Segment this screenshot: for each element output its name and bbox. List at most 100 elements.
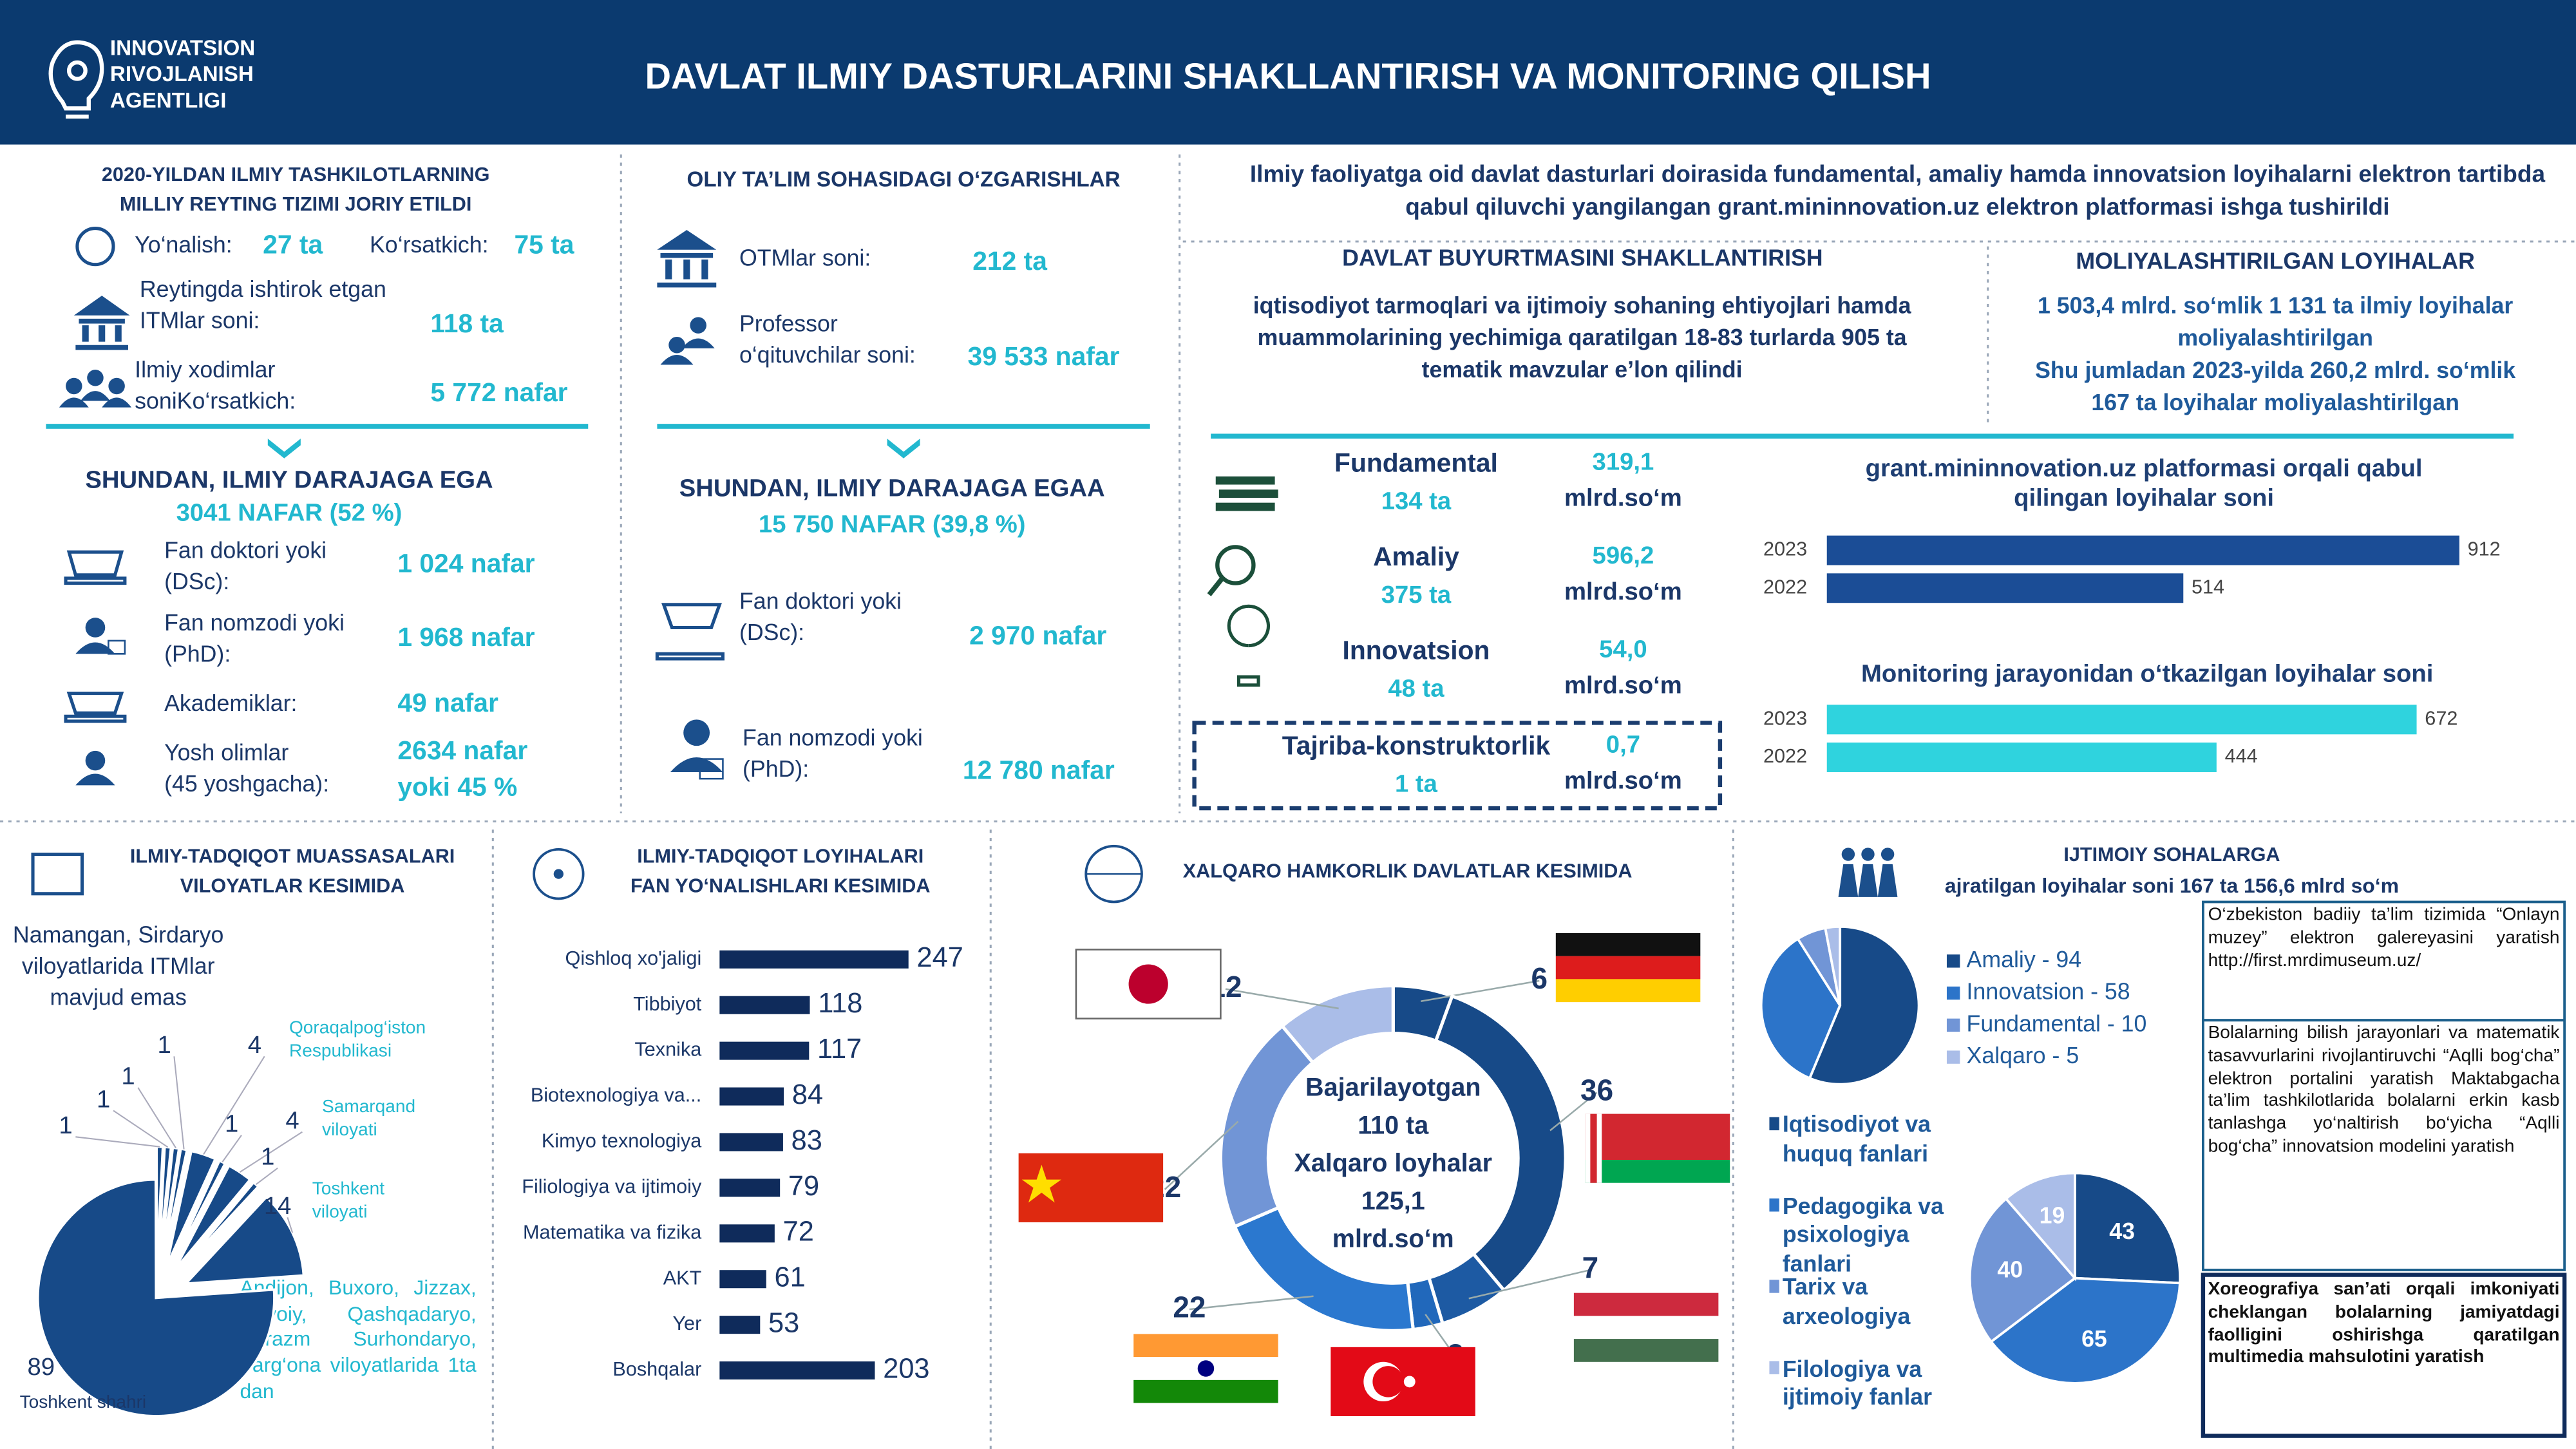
value-label: 7 — [1582, 1251, 1599, 1284]
logo-icon — [48, 40, 104, 119]
bar — [719, 1087, 784, 1106]
leader-line — [75, 1136, 160, 1148]
stat-label: Fan doktori yoki — [739, 589, 902, 614]
type-name: Innovatsion — [1343, 636, 1490, 665]
pie-slice — [1823, 925, 1842, 1006]
section-text: muammolarining yechimiga qaratilgan 18-8… — [1258, 325, 1908, 350]
center-label: mlrd.so‘m — [1332, 1224, 1454, 1253]
flag-part — [1573, 1316, 1719, 1340]
legend-label: Filologiya va ijtimoiy fanlar — [1782, 1354, 1933, 1410]
value-label: 53 — [768, 1308, 799, 1339]
chart-title: ILMIY-TADQIQOT LOYIHALARI — [637, 846, 923, 867]
type-amount: 319,1 — [1593, 448, 1654, 475]
category-label: Toshkent shahri — [19, 1393, 147, 1413]
social-note: Xoreografiya san’ati orqali imkoniyati c… — [2208, 1280, 2560, 1367]
flag-part — [1585, 1160, 1730, 1183]
header-bar — [0, 0, 2576, 145]
flag-part — [1590, 1113, 1597, 1183]
value-label: 72 — [783, 1217, 814, 1247]
section-title: DAVLAT BUYURTMASINI SHAKLLANTIRISH — [1342, 245, 1823, 270]
category-label: Samarqand viloyati — [322, 1097, 416, 1140]
stat-label: (PhD): — [164, 641, 231, 667]
social-note: Bolalarning bilish jarayonlari va matema… — [2208, 1023, 2560, 1156]
flag-part — [1585, 1113, 1730, 1160]
section-title: MOLIYALASHTIRILGAN LOYIHALAR — [2076, 249, 2475, 274]
logo-text: RIVOJLANISH — [110, 62, 254, 86]
flag-part — [1555, 933, 1701, 956]
legend-label: Pedagogika va psixologiya fanlari — [1782, 1191, 1944, 1271]
social-note: O‘zbekiston badiiy ta’lim tizimida “Onla… — [2208, 905, 2560, 971]
stat-value: 2634 nafar — [397, 735, 527, 765]
value-label: 1 — [121, 1063, 135, 1090]
leader-line — [137, 1087, 177, 1149]
bar — [1826, 743, 2217, 772]
pie-slice — [2004, 1171, 2076, 1282]
pie-slice — [173, 1164, 252, 1272]
legend-swatch — [1769, 1117, 1779, 1131]
section-subtitle: SHUNDAN, ILMIY DARAJAGA EGA — [85, 466, 493, 494]
value-label: 65 — [2081, 1326, 2107, 1352]
flag-part — [1555, 979, 1701, 1003]
stat-label: (PhD): — [743, 756, 809, 782]
bar — [1826, 535, 2459, 565]
stat-value: 27 ta — [263, 229, 323, 259]
chart-subtitle: ajratilgan loyihalar soni 167 ta 156,6 m… — [1945, 874, 2399, 897]
value-label: 1 — [157, 1031, 171, 1059]
flag-part — [1573, 1339, 1719, 1362]
logo-text: INNOVATSION — [110, 36, 255, 60]
stat-label: Ilmiy xodimlar — [135, 357, 275, 383]
category-label: Yer — [672, 1312, 701, 1334]
section-text: Shu jumladan 2023-yilda 260,2 mlrd. so‘m… — [2035, 357, 2515, 383]
category-label: Qishloq xo'jaligi — [565, 947, 702, 969]
flag-part — [1197, 1360, 1215, 1377]
legend-swatch — [1946, 1018, 1960, 1032]
note-box — [2202, 1019, 2566, 1271]
stat-label: Professor — [739, 311, 838, 337]
note: Namangan, Sirdaryo — [13, 922, 223, 948]
flag — [1018, 1153, 1164, 1222]
section-subtitle: 15 750 NAFAR (39,8 %) — [759, 510, 1026, 538]
value-label: 6 — [1531, 961, 1548, 995]
page-title: DAVLAT ILMIY DASTURLARINI SHAKLLANTIRISH… — [645, 55, 1931, 96]
chart-title: FAN YO‘NALISHLARI KESIMIDA — [630, 875, 930, 897]
category-label: 2023 — [1763, 538, 1807, 560]
section-title: MILLIY REYTING TIZIMI JORIY ETILDI — [120, 193, 471, 215]
intro-text: qabul qiluvchi yangilangan grant.mininno… — [1405, 194, 2389, 220]
stat-value: 12 780 nafar — [963, 755, 1115, 785]
bar — [719, 950, 909, 969]
value-label: 14 — [264, 1192, 292, 1220]
pie-slice — [169, 1159, 227, 1269]
legend-label: Iqtisodiyot va huquq fanlari — [1783, 1110, 1931, 1165]
category-label: 2022 — [1763, 576, 1807, 598]
legend-swatch — [1946, 954, 1960, 968]
value-label: 89 — [28, 1353, 55, 1381]
stat-label: o‘qituvchilar soni: — [739, 342, 916, 368]
annotation: Andijon, Buxoro, Jizzax, Navoiy, Qashqad… — [240, 1276, 477, 1403]
pie-slice — [165, 1150, 217, 1267]
stat-label: OTMlar soni: — [739, 245, 871, 270]
bar — [719, 1133, 783, 1151]
legend-label: Pedagogika va psixologiya fanlari — [1782, 1191, 1944, 1271]
chart-title: XALQARO HAMKORLIK DAVLATLAR KESIMIDA — [1183, 860, 1633, 882]
flag-part — [1573, 1293, 1719, 1316]
value-label: 1 — [261, 1143, 274, 1171]
bar — [719, 1316, 761, 1334]
chart-title: ILMIY-TADQIQOT MUASSASALARI — [130, 846, 455, 867]
stat-label: (45 yoshgacha): — [164, 771, 329, 797]
legend-label: Innovatsion - 58 — [1967, 979, 2130, 1005]
category-label: Filiologiya va ijtimoiy — [522, 1175, 702, 1197]
social-note: O‘zbekiston badiiy ta’lim tizimida “Onla… — [2208, 905, 2560, 971]
flag-part — [1555, 956, 1701, 980]
value-label: 36 — [1580, 1074, 1613, 1107]
donut-slice — [1218, 1023, 1316, 1229]
bar — [1826, 705, 2417, 735]
value-label: 4 — [248, 1031, 261, 1059]
type-name: Tajriba-konstruktorlik — [1282, 730, 1551, 760]
type-unit: mlrd.so‘m — [1564, 766, 1682, 794]
leader-line — [1164, 1121, 1239, 1190]
type-count: 48 ta — [1388, 675, 1444, 703]
flag-part — [1128, 964, 1168, 1004]
leader-line — [203, 1056, 265, 1155]
bar — [719, 1270, 766, 1289]
chart-title: Monitoring jarayonidan o‘tkazilgan loyih… — [1861, 660, 2433, 688]
